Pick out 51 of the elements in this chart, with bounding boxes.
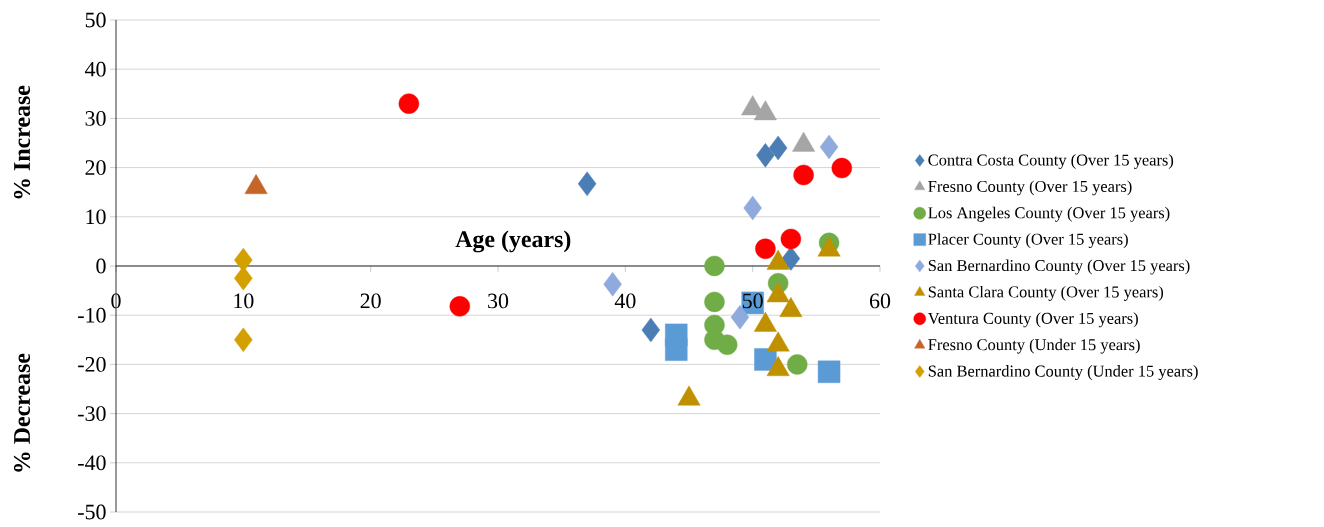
text: % Decrease [13, 353, 31, 472]
y-tick-label: -20 [78, 357, 106, 372]
legend-label: Placer County (Over 15 years) [928, 233, 1128, 249]
y-tick-label: 40 [84, 61, 106, 77]
y-tick-label: -50 [78, 504, 106, 520]
point [793, 164, 814, 186]
y-tick-label: -10 [78, 307, 106, 323]
point [756, 143, 775, 168]
point [641, 317, 660, 343]
y-tick-label: -30 [78, 406, 106, 421]
x-axis-title: Age (years) [455, 230, 571, 253]
point [819, 134, 839, 160]
point [704, 291, 725, 313]
legend-label: San Bernardino County (Under 15 years) [928, 365, 1198, 381]
y-axis-title: % Increase [13, 85, 31, 199]
point [768, 135, 788, 161]
legend-label: Ventura County (Over 15 years) [927, 312, 1138, 328]
y-tick-label: 50 [85, 12, 106, 28]
legend-label: Fresno County (Over 15 years) [928, 180, 1132, 196]
point [704, 255, 725, 277]
point [787, 354, 808, 375]
point [234, 266, 253, 291]
point [831, 157, 853, 179]
x-tick-label: 50 [742, 293, 763, 309]
point [781, 246, 801, 271]
y-tick-label: 30 [85, 110, 106, 126]
legend-label: Santa Clara County (Over 15 years) [928, 285, 1164, 301]
x-tick-label: 60 [869, 293, 891, 309]
point [817, 360, 841, 383]
x-tick-label: 20 [360, 293, 381, 309]
legend-label: Contra Costa County (Over 15 years) [928, 154, 1174, 169]
point [398, 93, 420, 114]
point [755, 238, 776, 259]
x-tick-label: 10 [234, 293, 254, 309]
point [577, 171, 597, 197]
y-tick-label: -40 [78, 455, 106, 471]
point [743, 195, 762, 221]
point [449, 296, 470, 317]
y-tick-label: 0 [96, 258, 106, 274]
legend-label: Fresno County (Under 15 years) [928, 338, 1140, 354]
y-tick-label: 20 [85, 160, 106, 175]
x-tick-label: 30 [488, 293, 509, 309]
point [665, 338, 688, 361]
point [717, 334, 738, 355]
legend-label: Los Angeles County (Over 15 years) [928, 206, 1170, 222]
y-tick-label: 10 [86, 209, 106, 225]
x-tick-label: 40 [614, 293, 636, 309]
point [234, 327, 253, 352]
legend-label: San Bernardino County (Over 15 years) [928, 259, 1190, 275]
point [780, 228, 802, 250]
x-tick-label: 0 [111, 293, 121, 309]
